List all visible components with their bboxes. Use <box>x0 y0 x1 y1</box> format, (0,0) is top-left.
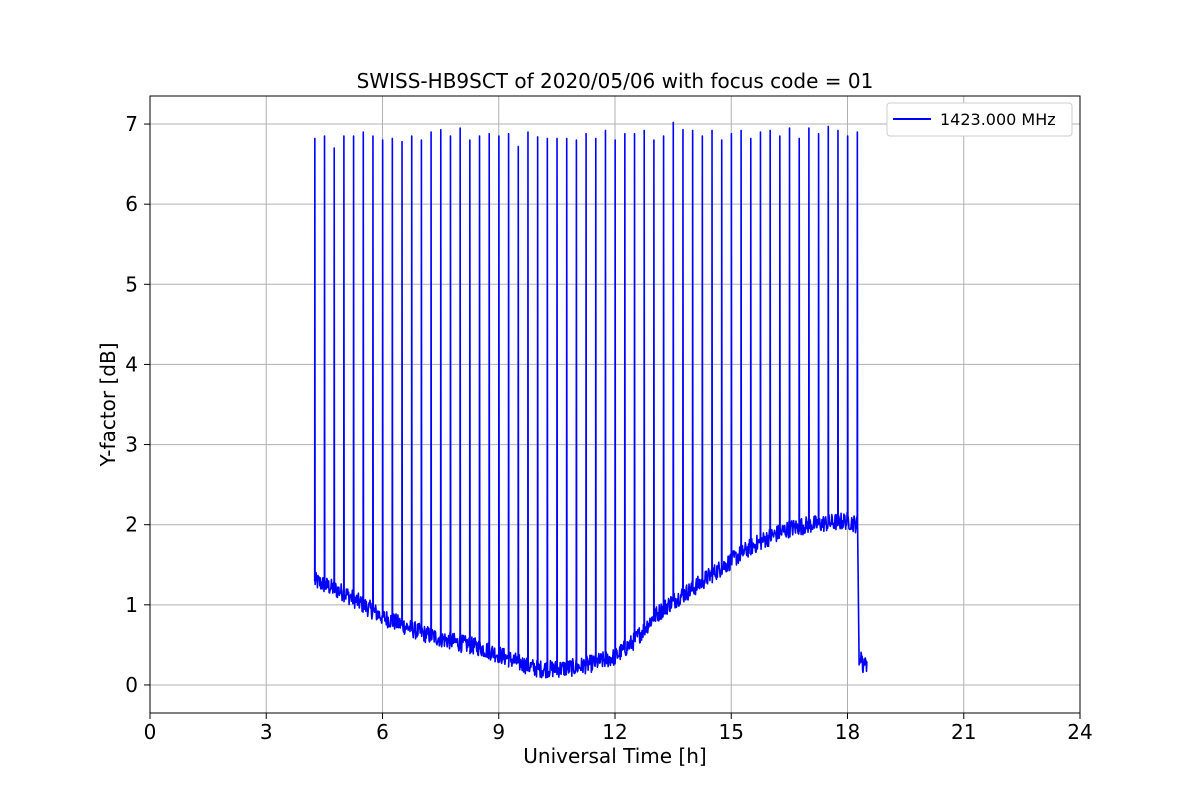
legend-entry: 1423.000 MHz <box>940 110 1056 129</box>
legend: 1423.000 MHz <box>886 102 1073 137</box>
y-ticks: 0 1 2 3 4 5 6 7 <box>125 112 150 697</box>
chart-title: SWISS-HB9SCT of 2020/05/06 with focus co… <box>357 69 874 93</box>
x-tick-label: 6 <box>376 720 389 744</box>
x-ticks: 0 3 6 9 12 15 18 21 24 <box>144 713 1093 744</box>
y-tick-label: 3 <box>125 433 138 457</box>
y-axis-label: Y-factor [dB] <box>96 342 120 467</box>
y-tick-label: 7 <box>125 112 138 136</box>
x-tick-label: 3 <box>260 720 273 744</box>
y-tick-label: 6 <box>125 192 138 216</box>
x-tick-label: 0 <box>144 720 157 744</box>
x-tick-label: 15 <box>719 720 744 744</box>
x-tick-label: 18 <box>835 720 860 744</box>
y-tick-label: 4 <box>125 352 138 376</box>
x-tick-label: 9 <box>492 720 505 744</box>
y-tick-label: 5 <box>125 272 138 296</box>
x-tick-label: 12 <box>602 720 627 744</box>
y-tick-label: 0 <box>125 673 138 697</box>
y-tick-label: 1 <box>125 593 138 617</box>
series-group <box>313 121 868 679</box>
x-tick-label: 24 <box>1067 720 1092 744</box>
series-line-1423mhz <box>313 121 868 679</box>
y-tick-label: 2 <box>125 513 138 537</box>
x-tick-label: 21 <box>951 720 976 744</box>
x-axis-label: Universal Time [h] <box>523 744 706 768</box>
legend-box <box>886 102 1073 137</box>
